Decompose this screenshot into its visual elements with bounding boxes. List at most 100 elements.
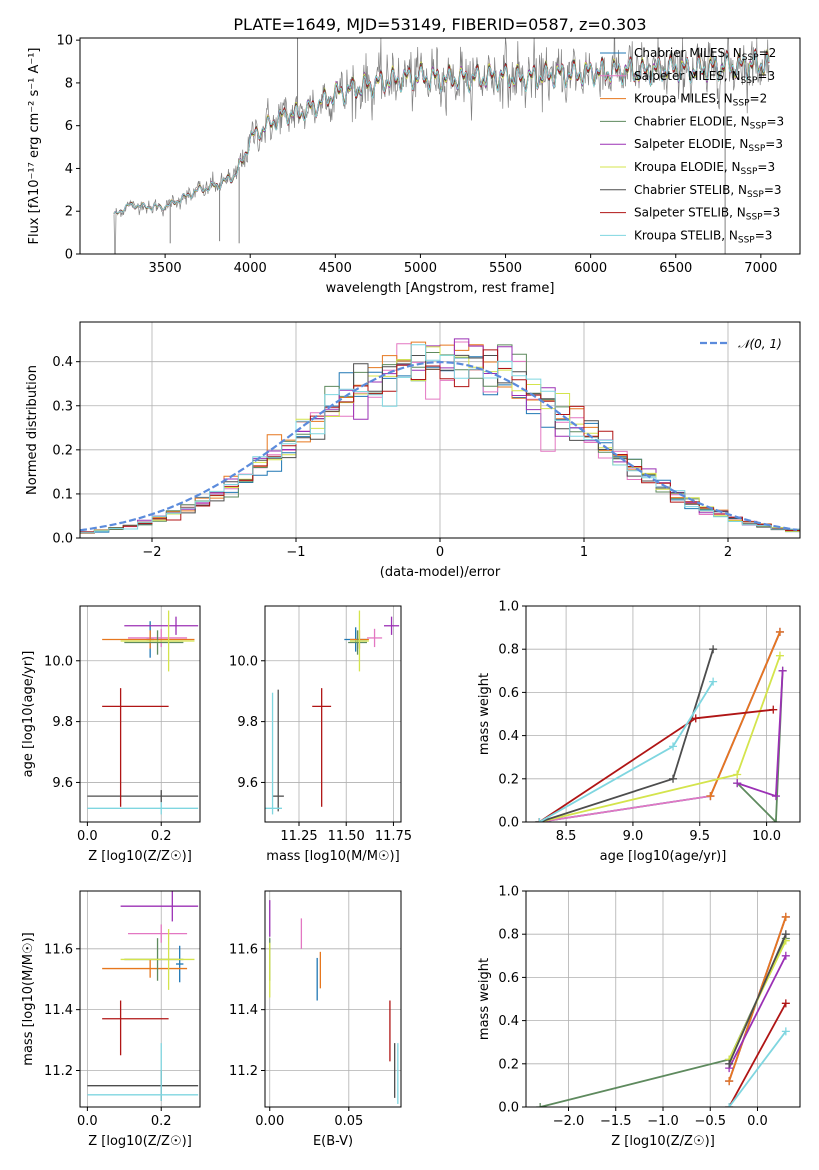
legend-entry: 𝒩(0, 1) <box>738 337 782 351</box>
weight-line <box>728 955 787 1069</box>
z-age-ytick-label: 10.0 <box>44 654 73 669</box>
z-weight-ytick-label: 0.0 <box>498 1101 519 1116</box>
spectrum-xtick-label: 5000 <box>404 261 437 276</box>
z-age-plot-area <box>87 610 199 815</box>
weight-marker <box>669 742 678 751</box>
z-weight-ytick-label: 0.8 <box>498 928 519 943</box>
residual-hist-kroupa-stelib <box>80 344 800 534</box>
spectrum-ytick-label: 4 <box>65 162 73 177</box>
ebv-mass-ytick-label: 11.4 <box>229 1003 258 1018</box>
z-mass-panel: 0.0 0.2 11.2 11.4 11.6 Z [log10(Z/Z☉)] mass [l… <box>21 890 201 1149</box>
legend-entry: Salpeter STELIB, NSSP=3 <box>634 206 780 223</box>
weight-marker <box>781 912 790 921</box>
z-weight-xtick-label: −2.0 <box>553 1114 585 1129</box>
mass-age-frame <box>264 605 402 823</box>
weight-marker <box>709 677 718 686</box>
legend-suffix: =3 <box>757 69 775 83</box>
weight-line <box>728 1002 787 1107</box>
weight-marker <box>733 779 742 788</box>
mass-age-ytick-label: 9.8 <box>237 715 258 730</box>
weight-line <box>736 670 784 798</box>
weight-marker <box>709 645 718 654</box>
spectrum-frame <box>79 37 801 255</box>
z-age-ylabel: age [log10(age/yr)] <box>21 651 36 778</box>
legend-entry: Chabrier STELIB, NSSP=3 <box>634 183 782 200</box>
age-weight-ylabel: mass weight <box>477 673 492 755</box>
weight-marker <box>706 792 715 801</box>
legend-subscript: SSP <box>733 99 750 109</box>
residuals-ytick-label: 0.0 <box>52 532 73 547</box>
z-weight-ytick-label: 0.6 <box>498 971 519 986</box>
residuals-panel: −2 −1 0 1 2 0.0 0.1 0.2 0.3 0.4 (data-model)/error… <box>25 321 801 580</box>
age-weight-ytick-label: 0.0 <box>498 816 519 831</box>
weight-line <box>728 933 787 1065</box>
age-weight-ytick-label: 0.2 <box>498 772 519 787</box>
residuals-xlabel: (data-model)/error <box>380 565 501 580</box>
z-mass-ylabel: mass [log10(M/M☉)] <box>21 932 36 1065</box>
legend-suffix: =3 <box>765 137 783 151</box>
age-weight-plot-area <box>535 627 787 822</box>
residuals-xtick-label: 0 <box>436 545 444 560</box>
age-weight-xtick-label: 8.5 <box>556 829 577 844</box>
mass-age-plot-area <box>265 610 400 815</box>
spectrum-xtick-label: 6500 <box>659 261 692 276</box>
residuals-xtick-label: 1 <box>580 545 588 560</box>
spectrum-xlabel: wavelength [Angstrom, rest frame] <box>326 281 555 296</box>
mass-age-xtick-label: 11.50 <box>328 829 365 844</box>
residuals-ytick-label: 0.4 <box>52 355 73 370</box>
weight-marker <box>725 1103 734 1107</box>
spectrum-ytick-label: 2 <box>65 205 73 220</box>
spectrum-ytick-label: 10 <box>56 34 73 49</box>
ebv-mass-plot-area <box>269 900 399 1104</box>
legend-subscript: SSP <box>738 235 755 245</box>
age-weight-ytick-label: 1.0 <box>498 600 519 615</box>
gaussian-curve <box>80 360 798 532</box>
weight-marker <box>669 774 678 783</box>
z-age-xtick-label: 0.0 <box>77 829 98 844</box>
age-weight-xlabel: age [log10(age/yr)] <box>600 849 727 864</box>
ebv-mass-xtick-label: 0.00 <box>255 1114 284 1129</box>
z-age-frame <box>79 605 201 823</box>
spectrum-xtick-label: 7000 <box>744 261 777 276</box>
legend-suffix: =3 <box>757 160 775 174</box>
weight-marker <box>725 1077 734 1086</box>
weight-marker <box>691 714 700 723</box>
residual-hist-salpeter-stelib <box>80 349 800 533</box>
weight-marker <box>775 627 784 636</box>
age-weight-panel: 8.5 9.0 9.5 10.0 0.0 0.2 0.4 0.6 0.8 1.0 age [log1… <box>477 600 801 864</box>
z-weight-xtick-label: 0.0 <box>747 1114 768 1129</box>
mass-age-panel: 11.25 11.50 11.75 9.6 9.8 10.0 mass [log10(M/M… <box>229 605 412 864</box>
z-age-xlabel: Z [log10(Z/Z☉)] <box>88 849 192 864</box>
spectrum-panel: 3500 4000 4500 5000 5500 6000 6500 7000 0 2 4 6 8 10 w… <box>27 34 801 296</box>
legend-suffix: =3 <box>763 206 781 220</box>
z-mass-plot-area <box>87 891 199 1101</box>
spectrum-xtick-label: 3500 <box>149 261 182 276</box>
residuals-xtick-label: −1 <box>286 545 305 560</box>
legend-subscript: SSP <box>742 53 759 63</box>
legend-entry: Kroupa STELIB, NSSP=3 <box>634 228 772 245</box>
z-mass-ytick-label: 11.6 <box>44 942 73 957</box>
legend-entry: Chabrier ELODIE, NSSP=3 <box>634 114 784 131</box>
spectrum-xtick-label: 5500 <box>489 261 522 276</box>
ebv-mass-xtick-label: 0.05 <box>334 1114 363 1129</box>
legend-suffix: =2 <box>750 92 768 106</box>
legend-suffix: =3 <box>766 114 784 128</box>
residual-hist-salpeter-miles <box>80 341 800 534</box>
legend-subscript: SSP <box>741 76 758 86</box>
mass-age-xlabel: mass [log10(M/M☉)] <box>266 849 399 864</box>
spectrum-plot-area <box>113 38 770 254</box>
z-weight-plot-area <box>536 912 790 1107</box>
z-weight-xtick-label: −0.5 <box>694 1114 726 1129</box>
legend-entry: Chabrier MILES, NSSP=2 <box>634 46 776 63</box>
z-mass-xtick-label: 0.0 <box>77 1114 98 1129</box>
legend-suffix: =3 <box>755 228 773 242</box>
weight-marker <box>781 1027 790 1036</box>
mass-age-ytick-label: 10.0 <box>229 654 258 669</box>
age-weight-ytick-label: 0.8 <box>498 643 519 658</box>
mass-age-ytick-label: 9.6 <box>237 776 258 791</box>
weight-marker <box>781 999 790 1008</box>
age-weight-ytick-label: 0.4 <box>498 729 519 744</box>
residuals-frame <box>79 321 801 539</box>
legend-suffix: =2 <box>759 46 777 60</box>
